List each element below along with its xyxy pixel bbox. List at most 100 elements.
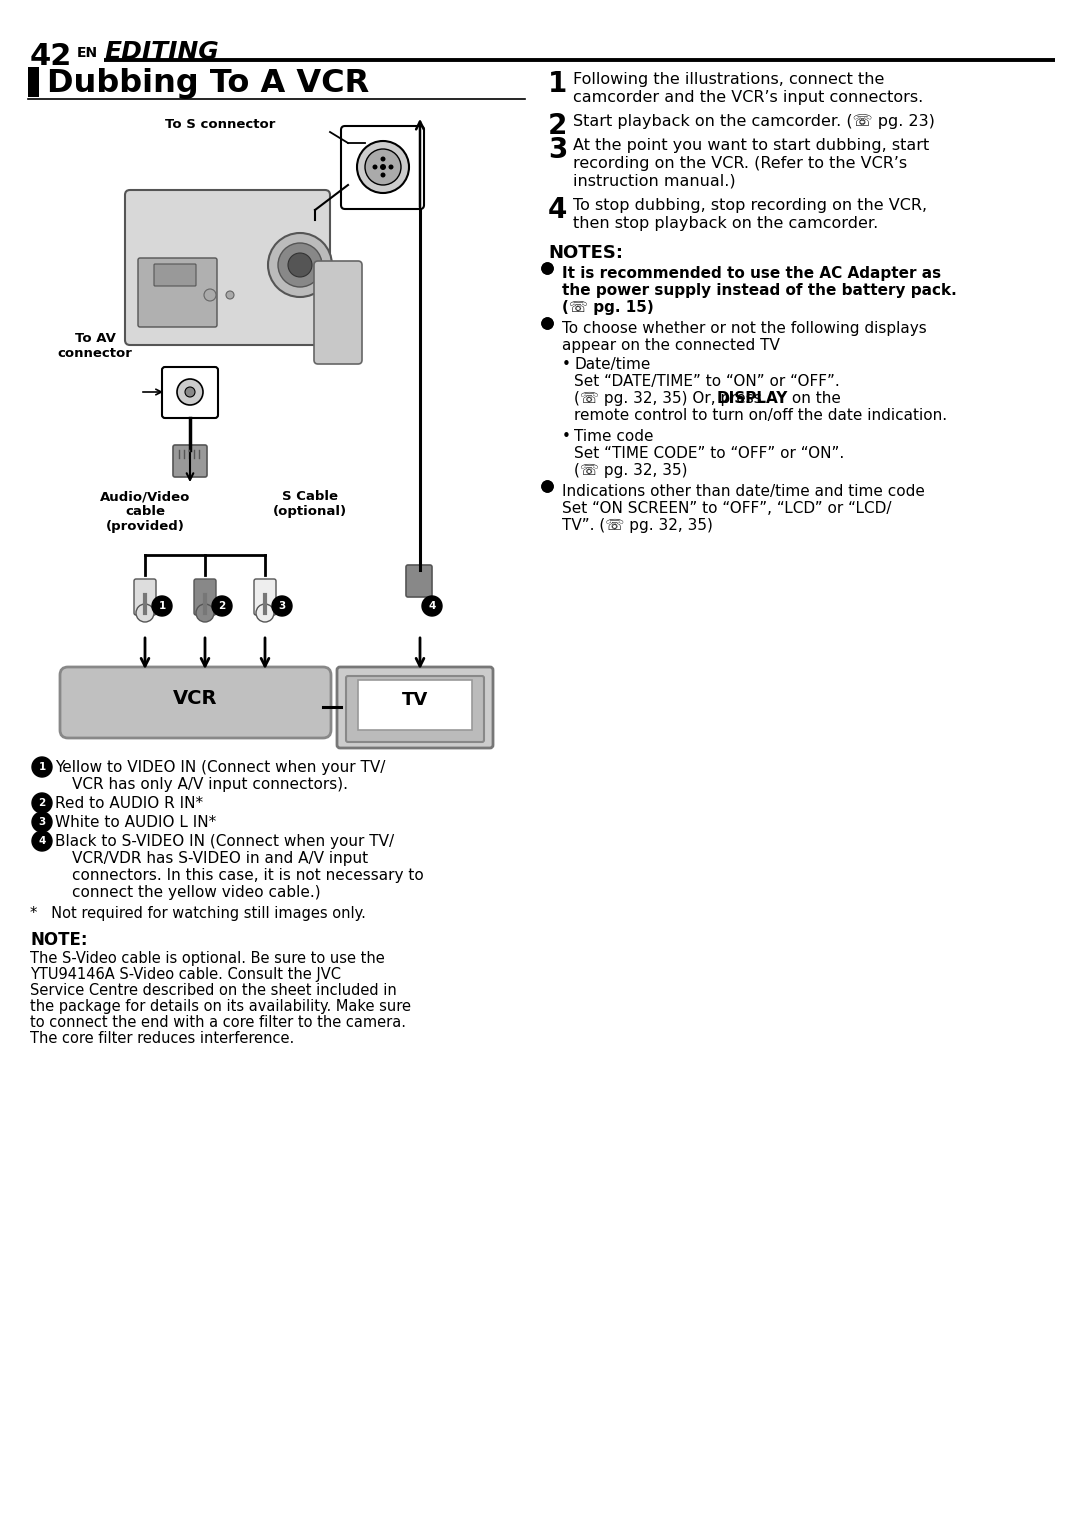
Text: 3: 3: [279, 601, 285, 611]
FancyBboxPatch shape: [28, 67, 39, 97]
Circle shape: [32, 831, 52, 851]
Text: It is recommended to use the AC Adapter as: It is recommended to use the AC Adapter …: [562, 265, 941, 281]
Text: Time code: Time code: [573, 430, 653, 443]
Text: To AV: To AV: [75, 331, 116, 345]
Text: Date/time: Date/time: [573, 357, 650, 373]
FancyBboxPatch shape: [341, 126, 424, 209]
Text: 3: 3: [39, 818, 45, 827]
Text: then stop playback on the camcorder.: then stop playback on the camcorder.: [573, 216, 878, 232]
Text: 4: 4: [548, 196, 567, 224]
Text: 2: 2: [218, 601, 226, 611]
FancyBboxPatch shape: [254, 578, 276, 615]
Text: NOTES:: NOTES:: [548, 244, 623, 262]
Text: 42: 42: [30, 41, 72, 71]
Text: Black to S-VIDEO IN (Connect when your TV/: Black to S-VIDEO IN (Connect when your T…: [55, 834, 394, 848]
Text: to connect the end with a core filter to the camera.: to connect the end with a core filter to…: [30, 1016, 406, 1029]
Text: S Cable: S Cable: [282, 489, 338, 503]
Circle shape: [195, 604, 214, 621]
Circle shape: [32, 793, 52, 813]
Text: *   Not required for watching still images only.: * Not required for watching still images…: [30, 907, 366, 920]
Circle shape: [152, 597, 172, 617]
FancyBboxPatch shape: [154, 264, 195, 285]
Text: (☏ pg. 32, 35): (☏ pg. 32, 35): [573, 463, 688, 479]
Text: YTU94146A S-Video cable. Consult the JVC: YTU94146A S-Video cable. Consult the JVC: [30, 966, 341, 982]
Text: TV: TV: [402, 690, 428, 709]
Circle shape: [365, 149, 401, 186]
Text: 2: 2: [39, 798, 45, 808]
Text: instruction manual.): instruction manual.): [573, 173, 735, 189]
Text: (provided): (provided): [106, 520, 185, 532]
Text: DISPLAY: DISPLAY: [717, 391, 788, 407]
Text: Indications other than date/time and time code: Indications other than date/time and tim…: [562, 485, 924, 499]
Text: camcorder and the VCR’s input connectors.: camcorder and the VCR’s input connectors…: [573, 91, 923, 104]
Text: 4: 4: [429, 601, 435, 611]
FancyBboxPatch shape: [406, 565, 432, 597]
Text: EN: EN: [77, 46, 98, 60]
Circle shape: [204, 288, 216, 301]
Text: 2: 2: [548, 112, 567, 140]
FancyBboxPatch shape: [173, 445, 207, 477]
Circle shape: [177, 379, 203, 405]
FancyBboxPatch shape: [314, 261, 362, 364]
Text: At the point you want to start dubbing, start: At the point you want to start dubbing, …: [573, 138, 929, 153]
Circle shape: [268, 233, 332, 298]
Text: TV”. (☏ pg. 32, 35): TV”. (☏ pg. 32, 35): [562, 518, 713, 532]
Text: on the: on the: [787, 391, 841, 407]
Text: remote control to turn on/off the date indication.: remote control to turn on/off the date i…: [573, 408, 947, 423]
Text: connectors. In this case, it is not necessary to: connectors. In this case, it is not nece…: [72, 868, 423, 884]
Text: Red to AUDIO R IN*: Red to AUDIO R IN*: [55, 796, 203, 811]
Text: Set “TIME CODE” to “OFF” or “ON”.: Set “TIME CODE” to “OFF” or “ON”.: [573, 446, 845, 462]
Text: 3: 3: [548, 137, 567, 164]
Text: connect the yellow video cable.): connect the yellow video cable.): [72, 885, 321, 900]
Text: The S-Video cable is optional. Be sure to use the: The S-Video cable is optional. Be sure t…: [30, 951, 384, 966]
Text: 4: 4: [38, 836, 45, 845]
Text: To stop dubbing, stop recording on the VCR,: To stop dubbing, stop recording on the V…: [573, 198, 927, 213]
Text: 1: 1: [39, 762, 45, 772]
Circle shape: [380, 156, 386, 161]
Circle shape: [136, 604, 154, 621]
Text: NOTE:: NOTE:: [30, 931, 87, 950]
Text: EDITING: EDITING: [104, 40, 219, 64]
Text: 1: 1: [159, 601, 165, 611]
FancyBboxPatch shape: [138, 258, 217, 327]
Circle shape: [357, 141, 409, 193]
Circle shape: [32, 756, 52, 778]
Circle shape: [272, 597, 292, 617]
Text: Following the illustrations, connect the: Following the illustrations, connect the: [573, 72, 885, 87]
FancyBboxPatch shape: [194, 578, 216, 615]
FancyBboxPatch shape: [357, 680, 472, 730]
FancyBboxPatch shape: [346, 676, 484, 742]
Text: The core filter reduces interference.: The core filter reduces interference.: [30, 1031, 294, 1046]
Text: To S connector: To S connector: [165, 118, 275, 130]
Text: Start playback on the camcorder. (☏ pg. 23): Start playback on the camcorder. (☏ pg. …: [573, 114, 935, 129]
FancyBboxPatch shape: [337, 667, 492, 749]
Circle shape: [278, 242, 322, 287]
Circle shape: [288, 253, 312, 278]
Text: White to AUDIO L IN*: White to AUDIO L IN*: [55, 815, 216, 830]
Text: VCR/VDR has S-VIDEO in and A/V input: VCR/VDR has S-VIDEO in and A/V input: [72, 851, 368, 867]
Text: Set “DATE/TIME” to “ON” or “OFF”.: Set “DATE/TIME” to “ON” or “OFF”.: [573, 374, 840, 390]
Text: •: •: [562, 357, 571, 373]
Text: VCR has only A/V input connectors).: VCR has only A/V input connectors).: [72, 778, 348, 792]
Circle shape: [226, 291, 234, 299]
Text: Service Centre described on the sheet included in: Service Centre described on the sheet in…: [30, 983, 396, 999]
Circle shape: [422, 597, 442, 617]
Text: (☏ pg. 32, 35) Or, press: (☏ pg. 32, 35) Or, press: [573, 391, 767, 407]
FancyBboxPatch shape: [134, 578, 156, 615]
Text: To choose whether or not the following displays: To choose whether or not the following d…: [562, 321, 927, 336]
Text: appear on the connected TV: appear on the connected TV: [562, 337, 780, 353]
Text: Dubbing To A VCR: Dubbing To A VCR: [48, 67, 369, 100]
Text: Set “ON SCREEN” to “OFF”, “LCD” or “LCD/: Set “ON SCREEN” to “OFF”, “LCD” or “LCD/: [562, 502, 891, 515]
Text: the package for details on its availability. Make sure: the package for details on its availabil…: [30, 999, 411, 1014]
Circle shape: [380, 172, 386, 178]
Text: connector: connector: [57, 347, 133, 360]
FancyBboxPatch shape: [162, 367, 218, 417]
Circle shape: [380, 164, 386, 170]
Circle shape: [373, 164, 378, 169]
Text: recording on the VCR. (Refer to the VCR’s: recording on the VCR. (Refer to the VCR’…: [573, 156, 907, 170]
Text: 1: 1: [548, 71, 567, 98]
Circle shape: [256, 604, 274, 621]
Text: the power supply instead of the battery pack.: the power supply instead of the battery …: [562, 282, 957, 298]
Text: VCR: VCR: [173, 689, 217, 707]
Text: Audio/Video: Audio/Video: [99, 489, 190, 503]
